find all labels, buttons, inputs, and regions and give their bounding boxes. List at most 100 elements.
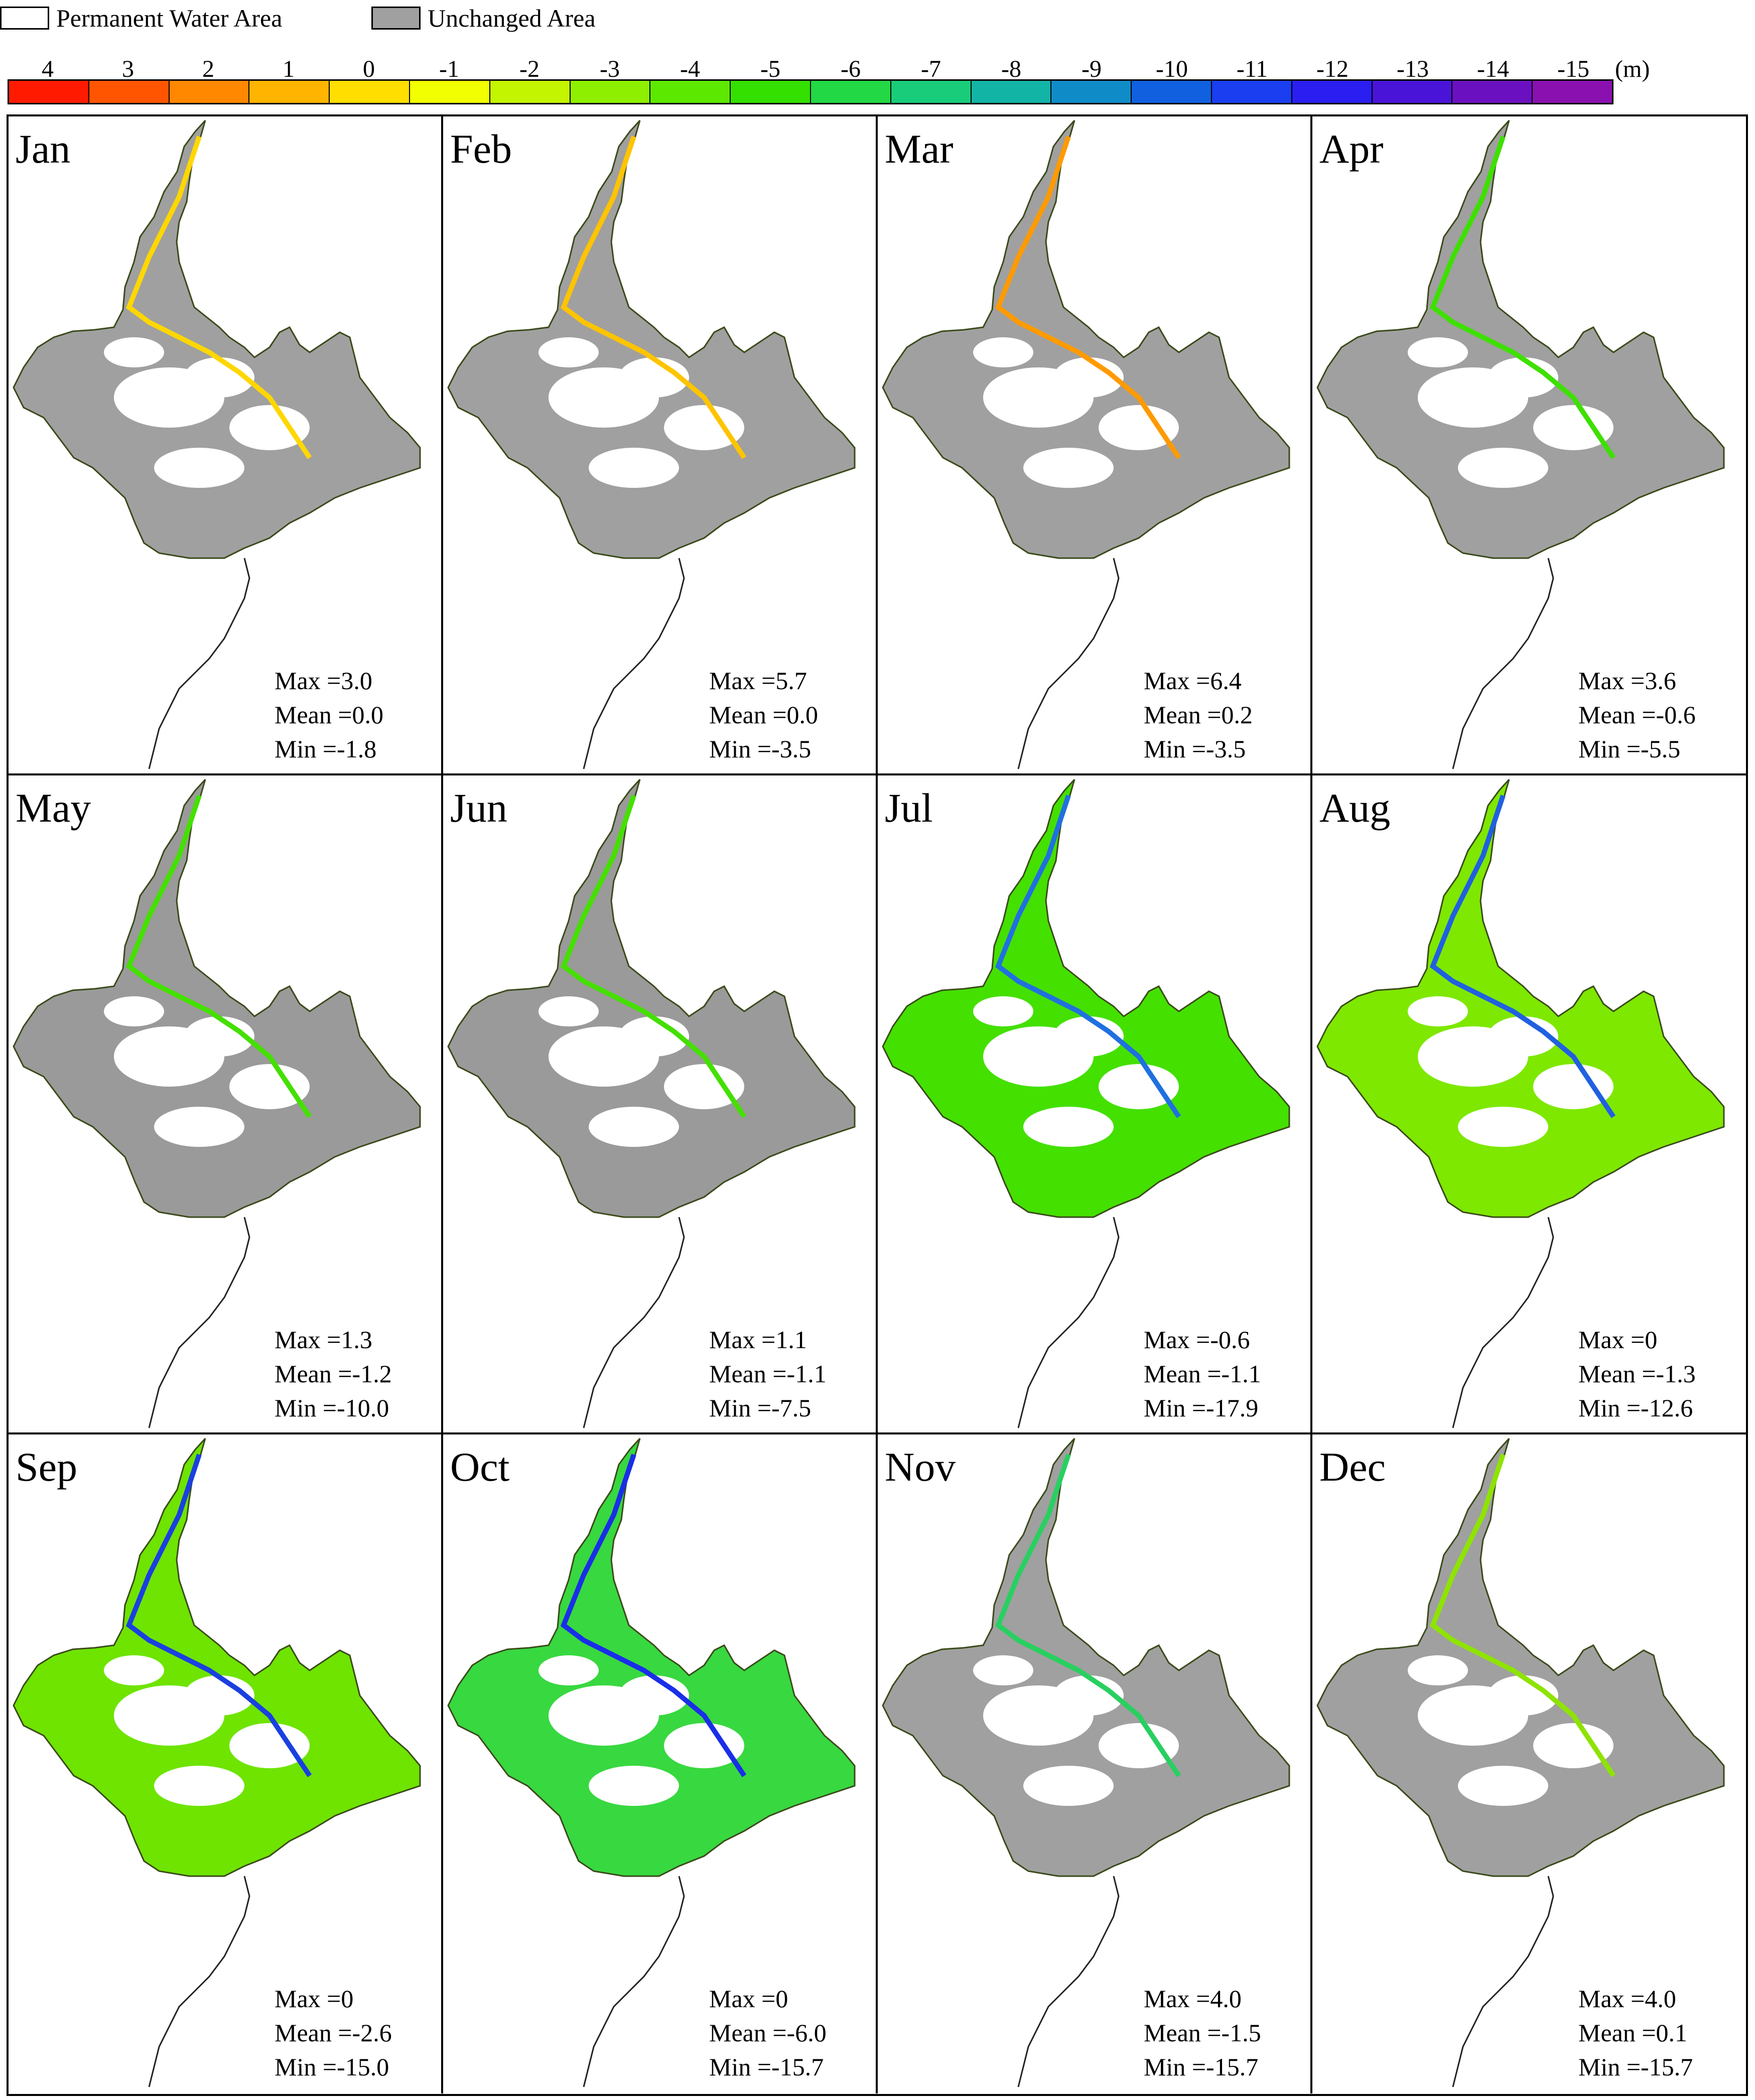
scale-tick-label: -6 [841,56,861,82]
stat-min: Min =-7.5 [709,1394,812,1422]
scale-tick-label: -14 [1477,56,1509,82]
permanent-water-patch [1023,1107,1114,1147]
river-outline [1452,558,1554,769]
scale-unit: (m) [1615,56,1650,82]
stat-max: Max =4.0 [1578,1985,1676,2013]
colorbar [8,79,1613,104]
lake-map [882,778,1290,1428]
panel-month-label: Dec [1319,1444,1386,1490]
colorbar-segment [1452,81,1533,103]
permanent-water-patch [1053,357,1124,398]
permanent-water-patch [538,1655,599,1685]
stat-max: Max =4.0 [1144,1985,1242,2013]
permanent-water-patch [1053,1016,1124,1057]
channel-change [995,795,1181,1118]
lake-map [1316,778,1725,1428]
river-outline [148,1876,250,2087]
panel-month-label: Nov [885,1444,956,1490]
stat-min: Min =-3.5 [709,735,812,763]
stat-mean: Mean =-1.2 [275,1360,392,1388]
permanent-water-patch [184,1016,254,1057]
channel-change [995,1454,1181,1777]
river-outline [583,558,685,769]
panel-month-label: Jan [16,126,71,172]
permanent-water-swatch [0,7,49,30]
stat-max: Max =1.1 [709,1326,807,1354]
stat-mean: Mean =-1.5 [1144,2019,1261,2047]
stat-min: Min =-5.5 [1578,735,1681,763]
permanent-water-patch [589,1766,679,1806]
permanent-water-patch [1408,996,1468,1026]
legend-unchanged: Unchanged Area [371,3,596,33]
stat-max: Max =-0.6 [1144,1326,1250,1354]
lake-map [882,119,1290,769]
map-panel-jun: Jun Max =1.1 Mean =-1.1 Min =-7.5 [443,775,878,1434]
scale-tick-labels: 4 3 2 1 0 -1 -2 -3 -4 -5 -6 -7 -8 -9 -10 -11 -12 -13 -14 -1… [8,55,1613,83]
stat-mean: Mean =-6.0 [709,2019,827,2047]
permanent-water-patch [229,1723,310,1768]
permanent-water-patch [619,1016,689,1057]
lake-area [13,1437,421,1877]
scale-tick-label: -11 [1236,56,1268,82]
permanent-water-patch [973,1655,1033,1685]
permanent-water-patch [154,1766,244,1806]
lake-area [13,778,421,1218]
lake-area [447,778,856,1218]
permanent-water-patch [1408,1655,1468,1685]
panel-month-label: Sep [16,1444,77,1490]
colorbar-segment [1132,81,1212,103]
river-outline [148,1217,250,1428]
permanent-water-patch [664,405,744,450]
lake-map [447,778,856,1428]
channel-change [560,136,747,459]
permanent-water-patch [1533,405,1613,450]
river-outline [1017,558,1120,769]
map-panel-may: May Max =1.3 Mean =-1.2 Min =-10.0 [9,775,443,1434]
legend-permanent-water: Permanent Water Area [0,3,282,33]
colorbar-segment [1051,81,1132,103]
permanent-water-patch [538,996,599,1026]
lake-area [1316,1437,1725,1877]
lake-area [13,119,421,559]
colorbar-segment [410,81,490,103]
permanent-water-patch [229,405,310,450]
stat-min: Min =-10.0 [275,1394,389,1422]
stat-max: Max =1.3 [275,1326,372,1354]
colorbar-segment [1372,81,1453,103]
stat-mean: Mean =0.2 [1144,701,1253,729]
stat-max: Max =0 [275,1985,354,2013]
permanent-water-patch [1488,1675,1558,1716]
stat-min: Min =-1.8 [275,735,377,763]
scale-tick-label: -13 [1397,56,1429,82]
map-panel-jul: Jul Max =-0.6 Mean =-1.1 Min =-17.9 [878,775,1312,1434]
panel-stats: Max =1.3 Mean =-1.2 Min =-10.0 [275,1323,392,1425]
stat-mean: Mean =0.1 [1578,2019,1688,2047]
lake-map [447,1437,856,2087]
scale-tick-label: -2 [519,56,539,82]
map-panel-apr: Apr Max =3.6 Mean =-0.6 Min =-5.5 [1312,116,1747,775]
river-outline [583,1217,685,1428]
stat-min: Min =-15.7 [1578,2053,1693,2081]
stat-min: Min =-12.6 [1578,1394,1693,1422]
permanent-water-patch [154,448,244,488]
river-outline [583,1876,685,2087]
permanent-water-patch [973,337,1033,367]
permanent-water-patch [184,357,254,398]
map-panel-feb: Feb Max =5.7 Mean =0.0 Min =-3.5 [443,116,878,775]
panel-stats: Max =0 Mean =-2.6 Min =-15.0 [275,1982,392,2084]
colorbar-segment [169,81,250,103]
scale-tick-label: -10 [1156,56,1188,82]
lake-map [882,1437,1290,2087]
map-panel-sep: Sep Max =0 Mean =-2.6 Min =-15.0 [9,1434,443,2093]
permanent-water-patch [1023,1766,1114,1806]
permanent-water-patch [229,1064,310,1109]
lake-area [882,119,1290,559]
map-panel-mar: Mar Max =6.4 Mean =0.2 Min =-3.5 [878,116,1312,775]
lake-map [447,119,856,769]
map-panel-dec: Dec Max =4.0 Mean =0.1 Min =-15.7 [1312,1434,1747,2093]
map-panel-jan: Jan Max =3.0 Mean =0.0 Min =-1.8 [9,116,443,775]
permanent-water-patch [1458,448,1548,488]
colorbar-segment [1211,81,1292,103]
stat-max: Max =3.0 [275,667,372,695]
channel-change [560,1454,747,1777]
